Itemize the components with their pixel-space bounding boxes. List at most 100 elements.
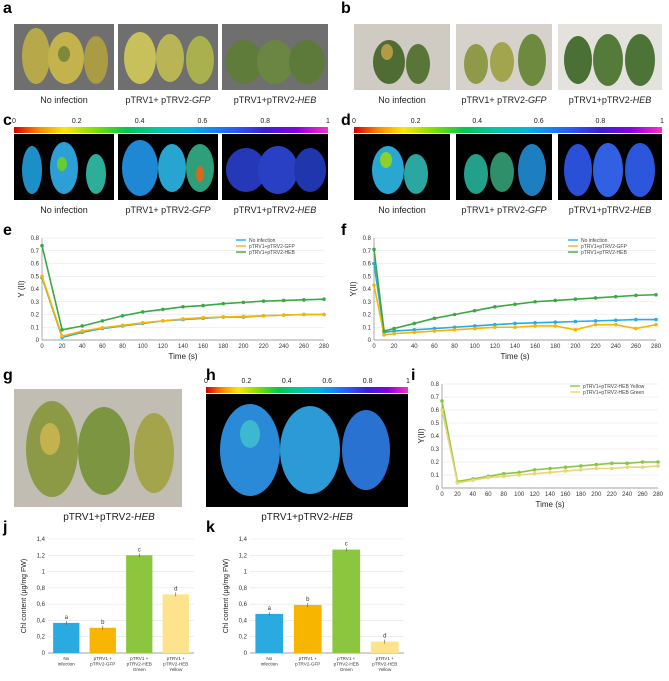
data-point <box>656 460 660 464</box>
caption-c-3: pTRV1+pTRV2-HEB <box>233 205 317 215</box>
category-label: infection <box>58 662 76 667</box>
legend-entry: pTRV1+pTRV2-HEB Yellow <box>583 384 645 390</box>
category-label: Yellow <box>169 667 183 672</box>
photo-b-gfp <box>456 24 552 90</box>
data-point <box>440 399 444 403</box>
bar <box>53 622 80 653</box>
category-label: No <box>266 656 272 661</box>
leaf-image <box>373 40 430 84</box>
y-tick-label: 1 <box>42 570 46 576</box>
data-point <box>432 329 437 333</box>
caption-g: pTRV1+pTRV2-HEB <box>63 512 155 523</box>
x-tick-label: 80 <box>451 344 458 350</box>
x-tick-label: 0 <box>440 492 444 498</box>
data-point <box>140 310 145 314</box>
data-point <box>432 316 437 321</box>
legend-entry: pTRV1+pTRV2-GFP <box>581 244 627 250</box>
x-tick-label: 220 <box>259 344 270 350</box>
x-tick-label: 0 <box>372 344 376 350</box>
data-point <box>60 328 64 332</box>
caption-b-2: pTRV1+ pTRV2-GFP <box>461 95 547 105</box>
y-tick-label: 1 <box>244 570 248 576</box>
data-point <box>533 320 537 325</box>
data-point <box>594 462 599 467</box>
category-label: Yellow <box>378 667 392 672</box>
x-tick-label: 160 <box>198 344 209 350</box>
x-tick-label: 240 <box>622 492 633 498</box>
data-point <box>472 308 477 313</box>
data-point <box>533 324 537 328</box>
x-tick-label: 40 <box>79 344 86 350</box>
data-point <box>573 319 578 324</box>
colorbar-tick: 0.2 <box>71 118 82 125</box>
bar <box>255 613 284 653</box>
significance-letter: d <box>383 634 386 640</box>
leaf-image <box>226 40 325 84</box>
data-point <box>261 313 266 318</box>
data-point <box>517 473 521 477</box>
x-tick-label: 120 <box>158 344 169 350</box>
panel-label-j: j <box>3 519 8 536</box>
y-tick-label: 0.6 <box>31 262 40 268</box>
y-tick-label: 0.5 <box>431 421 440 427</box>
x-tick-label: 160 <box>530 344 541 350</box>
data-point <box>548 466 552 471</box>
data-point <box>221 315 226 319</box>
data-point <box>412 330 417 335</box>
caption-d-3: pTRV1+pTRV2-HEB <box>568 205 652 215</box>
data-point <box>412 328 417 332</box>
category-label: Green <box>133 667 146 672</box>
data-point <box>440 408 444 412</box>
data-point <box>532 468 537 472</box>
data-point <box>654 322 658 327</box>
category-label: pTRV2-GFP <box>295 662 320 667</box>
x-tick-label: 200 <box>591 492 602 498</box>
leaf-image <box>26 401 174 497</box>
y-tick-label: 0 <box>244 651 248 657</box>
data-point <box>640 460 645 464</box>
data-point <box>100 326 105 330</box>
data-point <box>656 464 660 468</box>
y-tick-label: 0.3 <box>31 300 40 306</box>
data-point <box>372 247 376 252</box>
data-point <box>161 307 165 312</box>
photo-b-heb <box>558 24 662 90</box>
y-tick-label: 0.2 <box>431 460 440 466</box>
data-point <box>573 328 578 332</box>
category-label: pTRV1 + <box>167 656 185 661</box>
x-axis-label: Time (s) <box>500 352 529 361</box>
y-tick-label: 1,4 <box>239 537 248 543</box>
data-point <box>372 283 376 287</box>
chart-f: 0 0.1 0.2 0.3 0.4 0.5 0.6 0.7 0.8 0 20 40 60 80 100 120… <box>349 236 662 361</box>
data-point <box>201 303 205 308</box>
significance-letter: b <box>306 597 310 603</box>
fluor-c-gfp <box>118 134 218 200</box>
panel-label-i: i <box>411 367 416 384</box>
colorbar-d-ticks: 0 0.2 0.4 0.6 0.8 1 <box>352 118 664 127</box>
data-point <box>241 314 246 319</box>
category-label: pTRV2-HEB <box>127 662 152 667</box>
panel-label-h: h <box>206 367 216 384</box>
data-point <box>634 326 638 331</box>
data-point <box>472 324 477 328</box>
legend-entry: pTRV1+pTRV2-HEB <box>581 250 627 256</box>
category-label: pTRV1 + <box>299 656 317 661</box>
data-point <box>553 320 558 324</box>
panel-label-g: g <box>3 367 13 384</box>
fluor-h-heb <box>206 394 408 507</box>
data-point <box>532 471 537 476</box>
data-point <box>513 325 517 330</box>
x-tick-label: 280 <box>653 492 664 498</box>
category-label: pTRV1 + <box>130 656 148 661</box>
bar <box>89 627 116 653</box>
data-point <box>579 464 583 468</box>
category-label: No <box>63 656 69 661</box>
data-point <box>181 305 185 309</box>
data-point <box>563 469 568 473</box>
colorbar-tick: 1 <box>406 378 410 385</box>
y-tick-label: 0.6 <box>363 262 372 268</box>
y-tick-label: 1,4 <box>37 537 46 543</box>
chart-j: 0 0,2 0,4 0,6 0,8 1 1,2 1,4 Chl content (µg/mg F… <box>21 537 194 672</box>
category-label: pTRV1 + <box>376 656 394 661</box>
colorbar-tick: 1 <box>660 118 664 125</box>
